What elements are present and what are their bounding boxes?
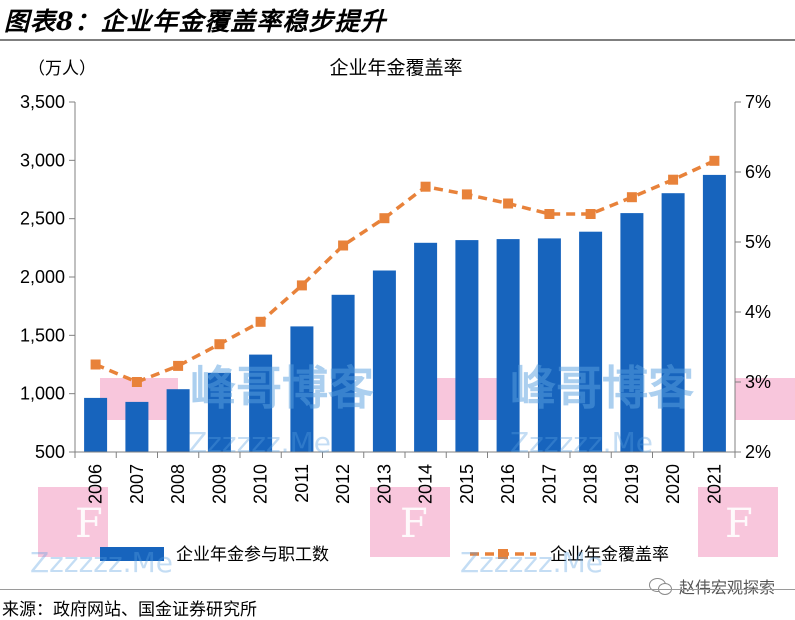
line-point-2012 (338, 240, 349, 251)
watermark-site-3: Zzzzzz.Me (30, 546, 173, 579)
line-point-2021 (709, 155, 720, 166)
watermark-letter-3: F (725, 501, 753, 547)
x-tick-label-2013: 2013 (374, 464, 394, 504)
watermark-letter-2: F (400, 501, 428, 547)
left-tick-label-6: 3,500 (20, 92, 65, 112)
bar-2014 (414, 242, 438, 452)
watermark-pink-blocks (38, 378, 795, 557)
left-tick-label-0: 500 (35, 442, 65, 462)
legend-line-label: 企业年金覆盖率 (550, 545, 669, 565)
bar-2020 (661, 193, 685, 452)
bars-layer (84, 174, 726, 452)
x-tick-label-2008: 2008 (168, 464, 188, 504)
right-tick-label-3: 5% (745, 232, 771, 252)
line-point-2014 (420, 181, 431, 192)
right-tick-label-2: 4% (745, 302, 771, 322)
bar-2012 (331, 294, 355, 452)
x-tick-label-2010: 2010 (251, 464, 271, 504)
bar-2008 (166, 389, 190, 452)
line-layer (90, 155, 720, 387)
source-note: 来源：政府网站、国金证券研究所 (2, 600, 257, 620)
x-tick-label-2009: 2009 (209, 464, 229, 504)
bar-2016 (496, 239, 520, 452)
line-point-2010 (255, 316, 266, 327)
bar-2018 (579, 231, 603, 452)
line-point-2011 (296, 280, 307, 291)
bar-2006 (84, 397, 108, 452)
watermark-block-6 (698, 487, 778, 557)
x-tick-label-2006: 2006 (86, 464, 106, 504)
right-tick-label-4: 6% (745, 162, 771, 182)
left-tick-label-3: 2,000 (20, 267, 65, 287)
bar-2007 (125, 401, 149, 452)
axes-layer (69, 101, 741, 458)
x-tick-label-2017: 2017 (539, 464, 559, 504)
wechat-icon (648, 577, 673, 595)
figure-title: 图表8：企业年金覆盖率稳步提升 (4, 7, 387, 36)
x-tick-label-2015: 2015 (457, 464, 477, 504)
watermark-block-4 (38, 487, 108, 557)
legend-bar-label: 企业年金参与职工数 (176, 545, 329, 565)
bar-2011 (290, 326, 314, 452)
line-point-2018 (585, 209, 596, 219)
right-tick-label-5: 7% (745, 92, 771, 112)
coverage-line (94, 159, 716, 384)
watermark-text: 峰哥博客 峰哥博客 Zzzzzz.Me Zzzzzz.Me Zzzzzz.Me Zzzzz… (30, 361, 753, 579)
line-point-2019 (626, 192, 637, 203)
watermark-site-2: Zzzzzz.Me (510, 426, 653, 459)
x-tick-label-2018: 2018 (581, 464, 601, 504)
watermark-brand-2: 峰哥博客 (510, 361, 694, 415)
bar-2009 (207, 372, 231, 452)
bar-2019 (620, 213, 644, 452)
line-point-2020 (668, 174, 679, 185)
line-point-2007 (131, 377, 142, 387)
line-point-2008 (173, 360, 184, 371)
line-point-2017 (544, 209, 555, 219)
x-tick-label-2012: 2012 (333, 464, 353, 504)
left-tick-label-4: 2,500 (20, 209, 65, 229)
x-tick-label-2007: 2007 (127, 464, 147, 504)
bar-2013 (372, 270, 396, 452)
bar-2017 (537, 238, 561, 452)
watermark-site-1: Zzzzzz.Me (188, 426, 331, 459)
title-divider (0, 39, 795, 41)
left-axis-unit-label: （万人） (28, 59, 96, 79)
watermark-site-4: Zzzzzz.Me (460, 546, 603, 579)
legend-bar-swatch (100, 547, 164, 561)
source-divider (0, 589, 795, 590)
bar-2010 (249, 354, 273, 452)
line-point-2009 (214, 339, 225, 350)
bar-2015 (455, 240, 479, 452)
bar-2021 (702, 174, 726, 452)
x-tick-label-2019: 2019 (622, 464, 642, 504)
left-tick-label-1: 1,000 (20, 384, 65, 404)
bar-line-chart: （万人） 企业年金覆盖率 500 1,000 1,500 2,000 2,500 3,00… (20, 57, 795, 579)
credit-text: 赵伟宏观探索 (678, 578, 775, 597)
x-tick-label-2014: 2014 (416, 464, 436, 504)
x-tick-label-2020: 2020 (663, 464, 683, 504)
left-tick-label-2: 1,500 (20, 325, 65, 345)
x-tick-label-2016: 2016 (498, 464, 518, 504)
right-tick-label-1: 3% (745, 372, 771, 392)
line-point-2006 (90, 359, 101, 370)
right-tick-label-0: 2% (745, 442, 771, 462)
tick-labels-layer: 500 1,000 1,500 2,000 2,500 3,000 3,500 2% 3% 4% 5… (20, 92, 771, 504)
line-point-2013 (379, 213, 390, 224)
legend-line-marker (498, 549, 508, 559)
watermark-block-3 (735, 378, 795, 420)
chart-title: 企业年金覆盖率 (329, 57, 462, 79)
watermark-letter-1: F (75, 501, 103, 547)
x-tick-label-2011: 2011 (292, 464, 312, 503)
left-tick-label-5: 3,000 (20, 150, 65, 170)
credit: 赵伟宏观探索 (648, 574, 775, 598)
watermark-block-5 (370, 487, 450, 557)
line-point-2015 (461, 189, 472, 200)
x-tick-label-2021: 2021 (704, 464, 724, 504)
legend: 企业年金参与职工数 企业年金覆盖率 (100, 545, 669, 565)
line-point-2016 (503, 198, 514, 209)
watermark-brand-1: 峰哥博客 (190, 361, 374, 415)
